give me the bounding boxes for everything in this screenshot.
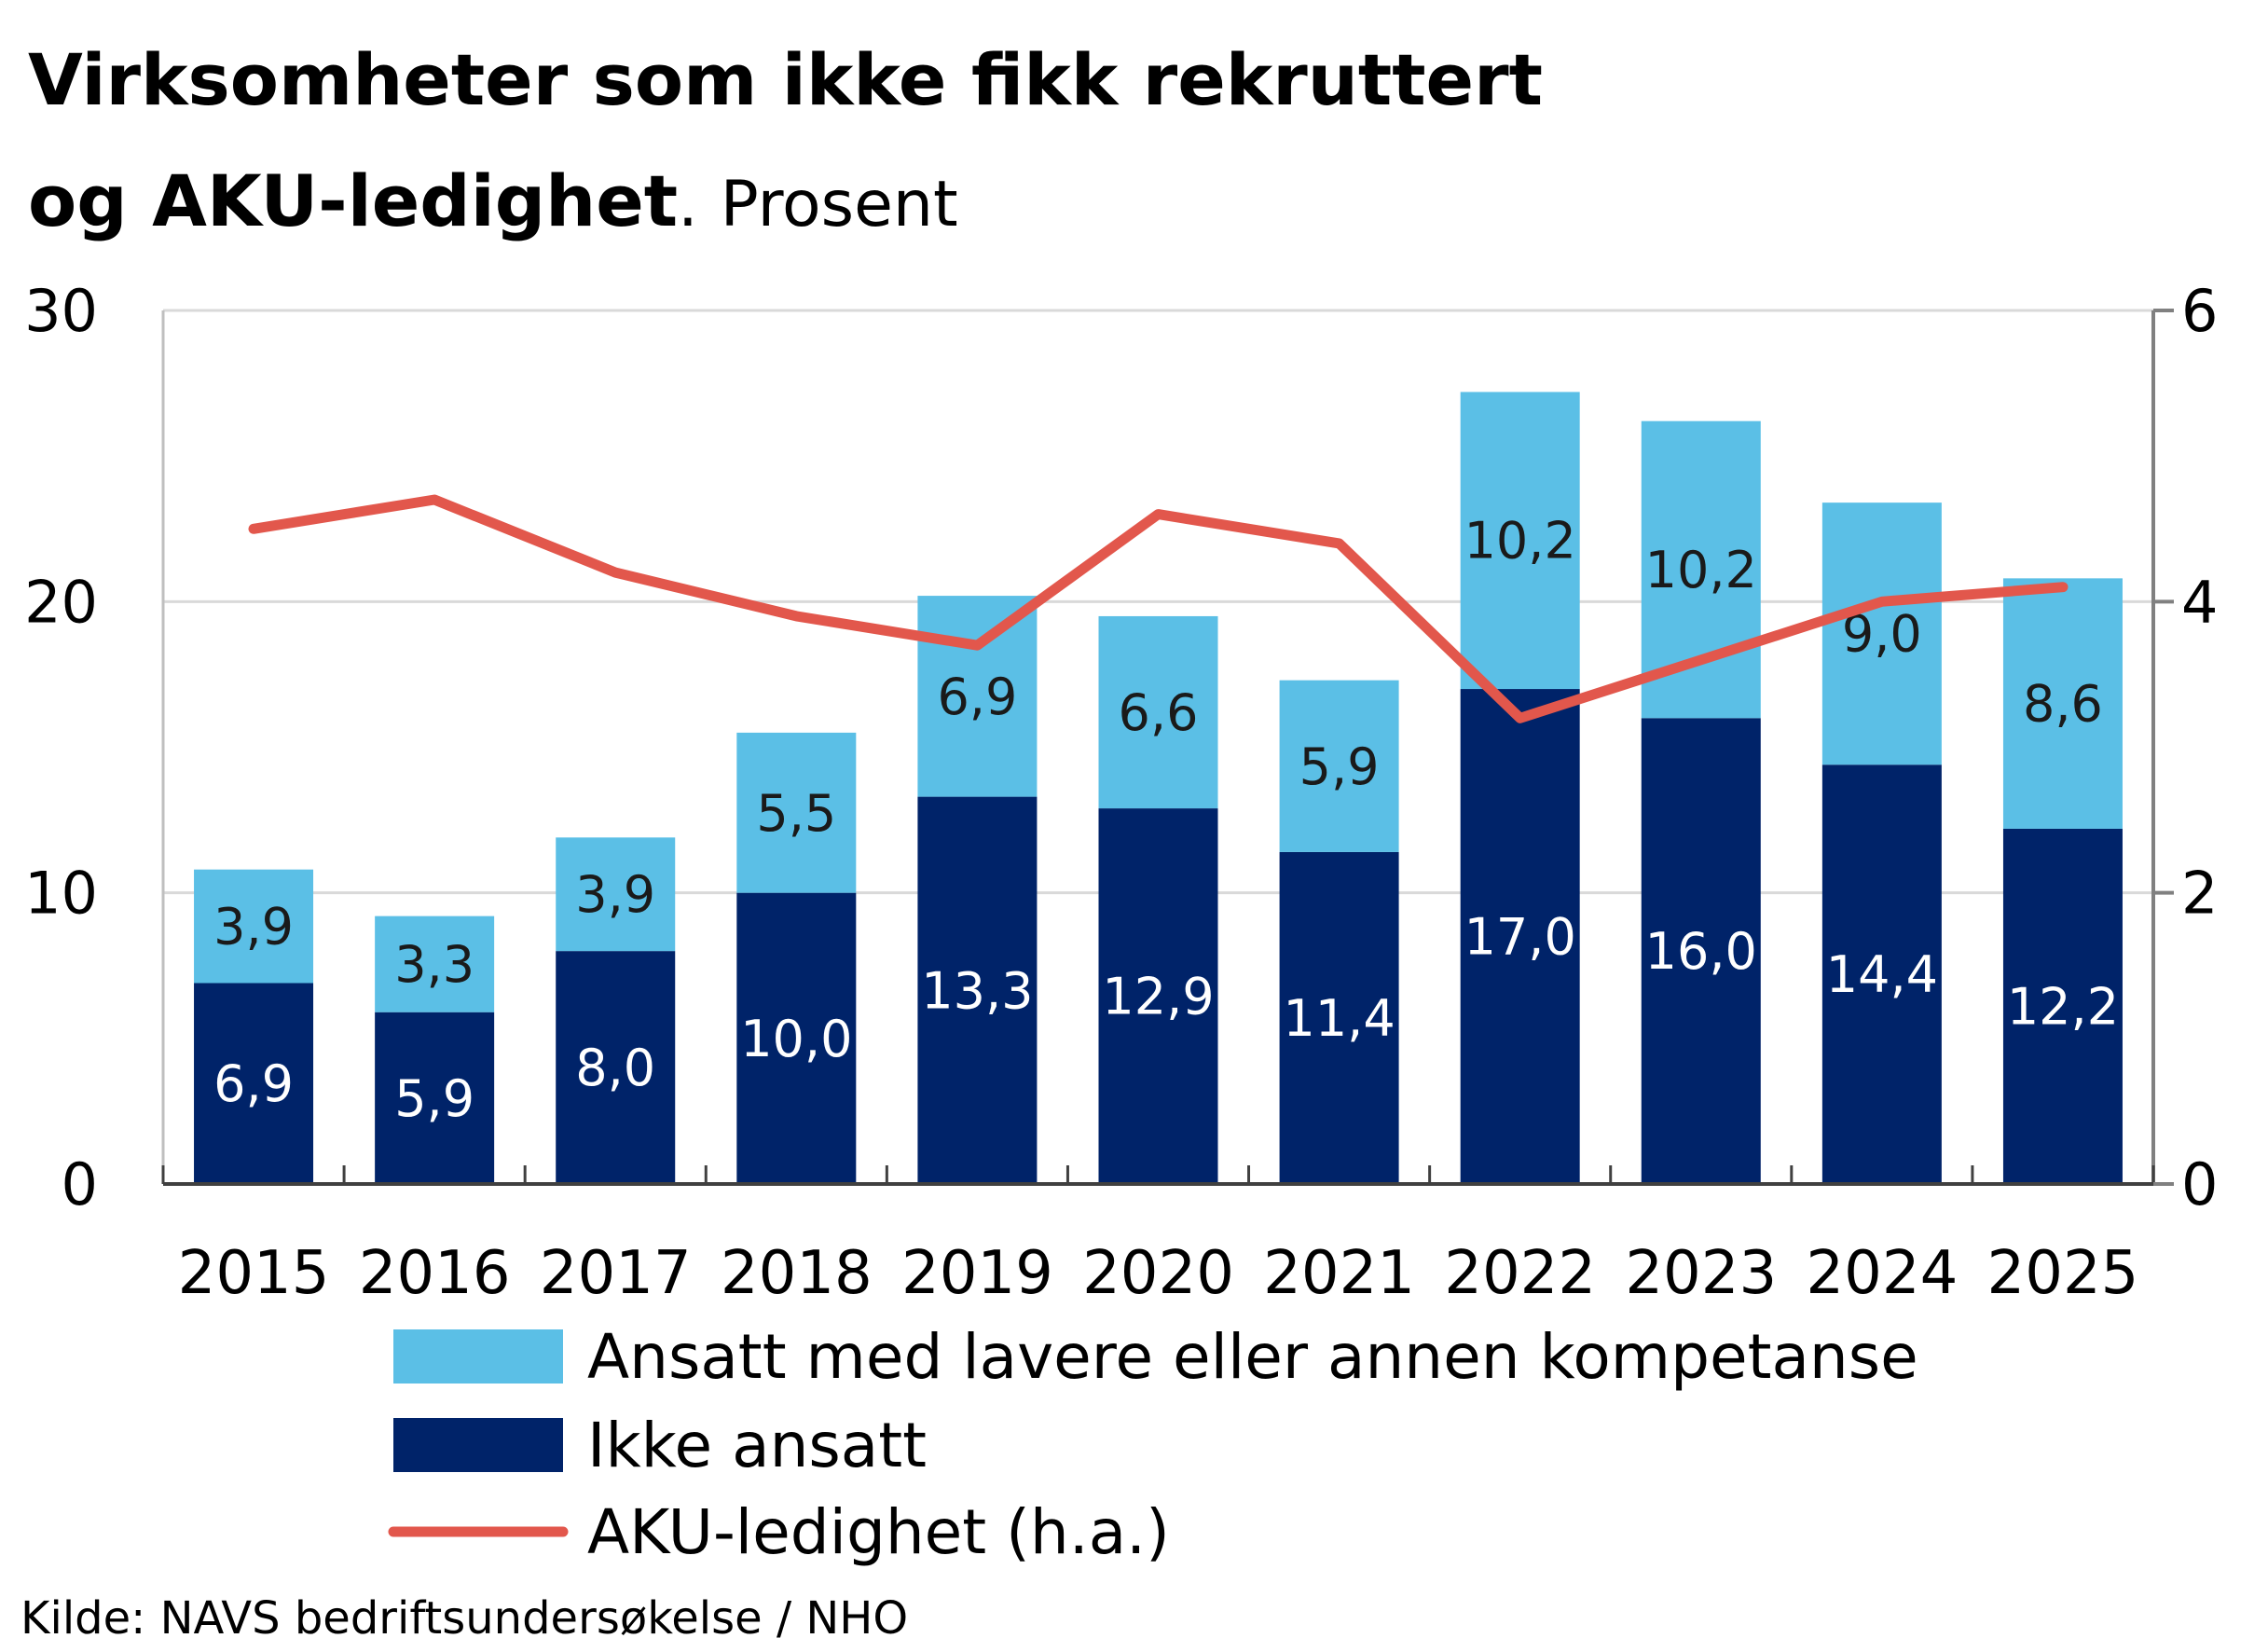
bar-label-lavere-kompetanse-2015: 3,9: [213, 898, 294, 957]
x-label-2022: 2022: [1444, 1239, 1596, 1308]
x-label-2020: 2020: [1082, 1239, 1234, 1308]
legend: Ansatt med lavere eller annen kompetanse…: [388, 1321, 1918, 1568]
bar-label-ikke-ansatt-2019: 13,3: [921, 961, 1033, 1020]
bar-lavere-kompetanse-2017: [556, 837, 676, 952]
line-aku-ledighet: [248, 494, 2069, 723]
bar-lavere-kompetanse-2021: [1279, 680, 1399, 852]
bar-label-lavere-kompetanse-2016: 3,3: [394, 935, 474, 994]
x-label-2016: 2016: [359, 1239, 511, 1308]
bar-labels: 6,9 3,9 5,9 3,3 8,0 3,9 10,0 5,5 13,3 6,9 12,9 6,6 1…: [213, 512, 2119, 1128]
x-label-2015: 2015: [178, 1239, 330, 1308]
bar-label-ikke-ansatt-2024: 14,4: [1826, 945, 1938, 1004]
bar-lavere-kompetanse-2020: [1098, 615, 1218, 809]
title-dot: .: [678, 168, 698, 241]
bar-label-ikke-ansatt-2018: 10,0: [740, 1010, 852, 1068]
bar-label-lavere-kompetanse-2022: 10,2: [1464, 512, 1576, 571]
bar-label-ikke-ansatt-2016: 5,9: [394, 1069, 474, 1128]
bar-ikke-ansatt-2024: [1821, 764, 1942, 1184]
bar-label-ikke-ansatt-2015: 6,9: [213, 1054, 294, 1113]
bar-ikke-ansatt-2016: [375, 1012, 495, 1184]
source-note: Kilde: NAVS bedriftsundersøkelse / NHO: [21, 1592, 908, 1645]
bars: [194, 392, 2123, 1184]
bar-ikke-ansatt-2018: [736, 892, 857, 1184]
bar-ikke-ansatt-2023: [1641, 718, 1761, 1184]
y-right-tick-2: 2: [2181, 860, 2218, 928]
x-label-2021: 2021: [1263, 1239, 1415, 1308]
bar-label-ikke-ansatt-2025: 12,2: [2007, 977, 2119, 1036]
bar-lavere-kompetanse-2016: [375, 915, 495, 1012]
x-label-2024: 2024: [1806, 1239, 1958, 1308]
bar-label-ikke-ansatt-2021: 11,4: [1283, 989, 1395, 1048]
y-right-tick-4: 4: [2181, 568, 2218, 636]
bar-lavere-kompetanse-2025: [2002, 578, 2123, 829]
bar-ikke-ansatt-2015: [194, 983, 314, 1184]
title-unit: Prosent: [721, 168, 958, 241]
bar-ikke-ansatt-2025: [2002, 828, 2123, 1184]
bar-label-lavere-kompetanse-2019: 6,9: [937, 668, 1017, 726]
bar-label-ikke-ansatt-2020: 12,9: [1102, 968, 1214, 1026]
y-left-tick-20: 20: [24, 568, 98, 636]
x-axis-labels: 2015 2016 2017 2018 2019 2020 2021 2022 2023 2024…: [178, 1239, 2139, 1308]
bar-label-ikke-ansatt-2017: 8,0: [575, 1039, 655, 1097]
legend-swatch-ikke-ansatt: [393, 1418, 563, 1472]
x-label-2025: 2025: [1987, 1239, 2139, 1308]
bar-label-lavere-kompetanse-2021: 5,9: [1299, 737, 1380, 796]
bar-label-ikke-ansatt-2022: 17,0: [1464, 908, 1576, 967]
bar-ikke-ansatt-2020: [1098, 808, 1218, 1184]
legend-label-lavere-kompetanse: Ansatt med lavere eller annen kompetanse: [587, 1321, 1918, 1393]
line-series: [248, 494, 2069, 723]
bar-label-ikke-ansatt-2023: 16,0: [1645, 922, 1757, 981]
bar-ikke-ansatt-2022: [1460, 689, 1580, 1184]
legend-label-ikke-ansatt: Ikke ansatt: [587, 1410, 927, 1481]
x-label-2023: 2023: [1625, 1239, 1777, 1308]
x-label-2017: 2017: [540, 1239, 692, 1308]
bar-lavere-kompetanse-2015: [194, 869, 314, 984]
y-left-tick-30: 30: [24, 277, 98, 345]
bar-lavere-kompetanse-2019: [917, 596, 1038, 797]
axes: [161, 309, 2174, 1186]
title-line-1: Virksomheter som ikke fikk rekruttert: [28, 38, 1543, 121]
bar-lavere-kompetanse-2022: [1460, 392, 1580, 690]
bar-lavere-kompetanse-2024: [1821, 502, 1942, 765]
y-left-tick-0: 0: [62, 1150, 98, 1218]
bar-ikke-ansatt-2021: [1279, 851, 1399, 1184]
title-line-2: og AKU-ledighet. Prosent: [28, 159, 958, 242]
x-label-2019: 2019: [901, 1239, 1053, 1308]
bar-label-lavere-kompetanse-2020: 6,6: [1119, 683, 1199, 742]
bar-lavere-kompetanse-2018: [736, 732, 857, 893]
y-left-tick-10: 10: [24, 860, 98, 928]
bar-ikke-ansatt-2019: [917, 796, 1038, 1184]
y-right-tick-6: 6: [2181, 277, 2218, 345]
chart-title: Virksomheter som ikke fikk rekruttert og…: [28, 38, 1543, 242]
legend-swatch-lavere-kompetanse: [393, 1329, 563, 1384]
x-label-2018: 2018: [721, 1239, 873, 1308]
title-line-2-text: og AKU-ledighet: [28, 159, 678, 242]
bar-ikke-ansatt-2017: [556, 951, 676, 1184]
legend-label-aku-ledighet: AKU-ledighet (h.a.): [587, 1496, 1170, 1568]
y-axis-left-ticks: 0 10 20 30: [24, 277, 98, 1218]
bar-label-lavere-kompetanse-2018: 5,5: [756, 784, 836, 843]
bar-label-lavere-kompetanse-2023: 10,2: [1645, 541, 1757, 599]
bar-label-lavere-kompetanse-2025: 8,6: [2023, 675, 2103, 734]
y-axis-right-ticks: 0 2 4 6: [2181, 277, 2218, 1218]
y-right-tick-0: 0: [2181, 1150, 2218, 1218]
bar-label-lavere-kompetanse-2017: 3,9: [575, 865, 655, 924]
